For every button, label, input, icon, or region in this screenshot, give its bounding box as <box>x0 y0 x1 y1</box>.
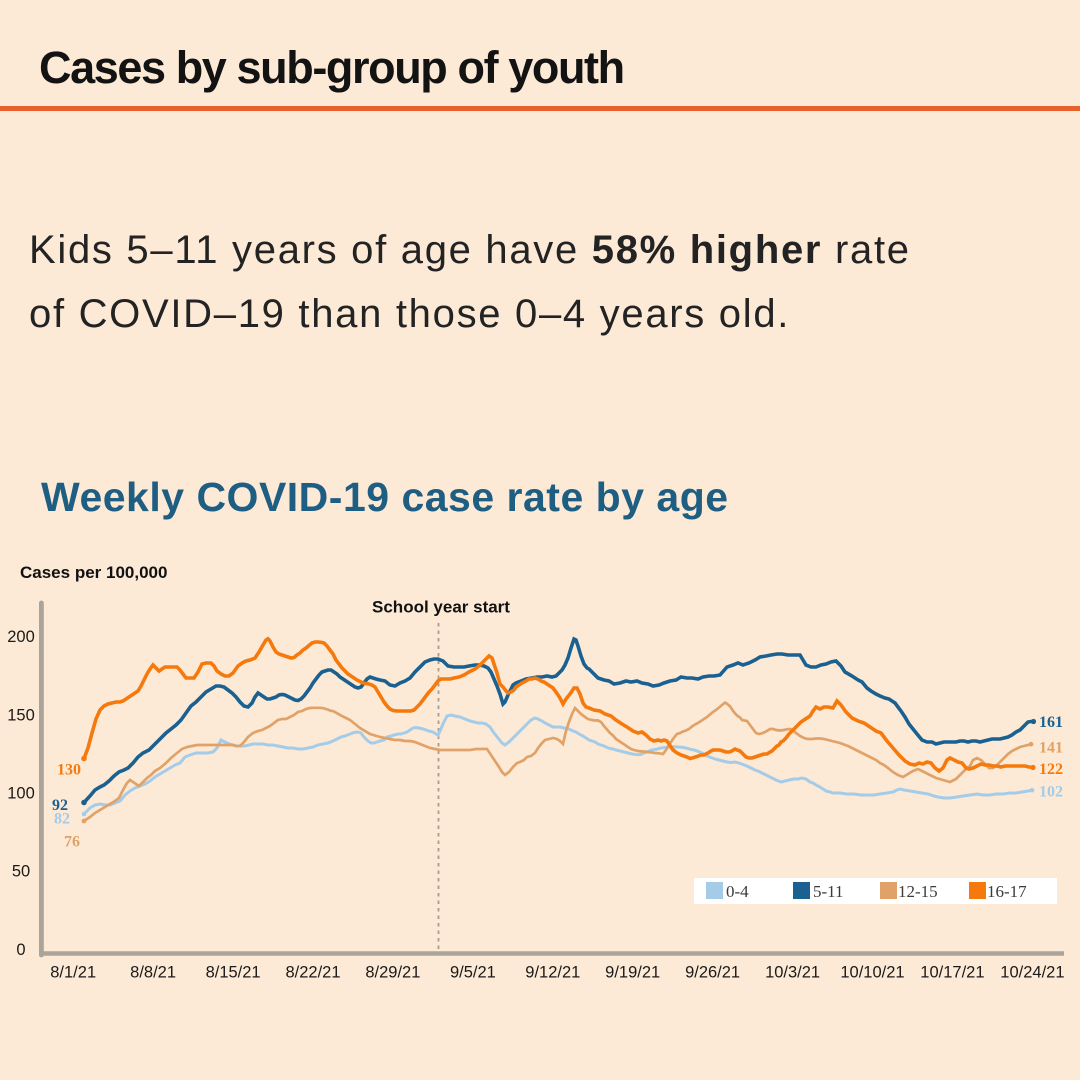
svg-text:50: 50 <box>12 863 30 881</box>
svg-text:130: 130 <box>57 762 81 779</box>
svg-text:102: 102 <box>1039 784 1063 801</box>
svg-text:16-17: 16-17 <box>987 882 1027 901</box>
svg-text:92: 92 <box>52 797 68 814</box>
svg-text:8/1/21: 8/1/21 <box>50 964 96 982</box>
svg-text:9/12/21: 9/12/21 <box>525 964 580 982</box>
svg-text:9/5/21: 9/5/21 <box>450 964 496 982</box>
svg-text:12-15: 12-15 <box>898 882 938 901</box>
svg-text:200: 200 <box>7 628 35 646</box>
svg-text:82: 82 <box>54 811 70 828</box>
svg-text:150: 150 <box>7 706 35 724</box>
svg-text:10/24/21: 10/24/21 <box>1000 964 1064 982</box>
svg-text:10/3/21: 10/3/21 <box>765 964 820 982</box>
svg-text:100: 100 <box>7 785 35 803</box>
svg-text:School year start: School year start <box>372 598 510 617</box>
svg-text:0-4: 0-4 <box>726 882 749 901</box>
svg-text:0: 0 <box>16 941 25 959</box>
svg-text:9/19/21: 9/19/21 <box>605 964 660 982</box>
svg-text:10/10/21: 10/10/21 <box>840 964 904 982</box>
svg-text:8/29/21: 8/29/21 <box>365 964 420 982</box>
svg-text:8/22/21: 8/22/21 <box>285 964 340 982</box>
svg-text:8/15/21: 8/15/21 <box>206 964 261 982</box>
svg-text:Cases per 100,000: Cases per 100,000 <box>20 563 167 582</box>
svg-text:76: 76 <box>64 834 80 851</box>
svg-text:8/8/21: 8/8/21 <box>130 964 176 982</box>
svg-text:10/17/21: 10/17/21 <box>920 964 984 982</box>
svg-text:122: 122 <box>1039 761 1063 778</box>
svg-text:161: 161 <box>1039 714 1063 731</box>
svg-text:9/26/21: 9/26/21 <box>685 964 740 982</box>
svg-text:5-11: 5-11 <box>813 882 844 901</box>
svg-text:141: 141 <box>1039 740 1063 757</box>
